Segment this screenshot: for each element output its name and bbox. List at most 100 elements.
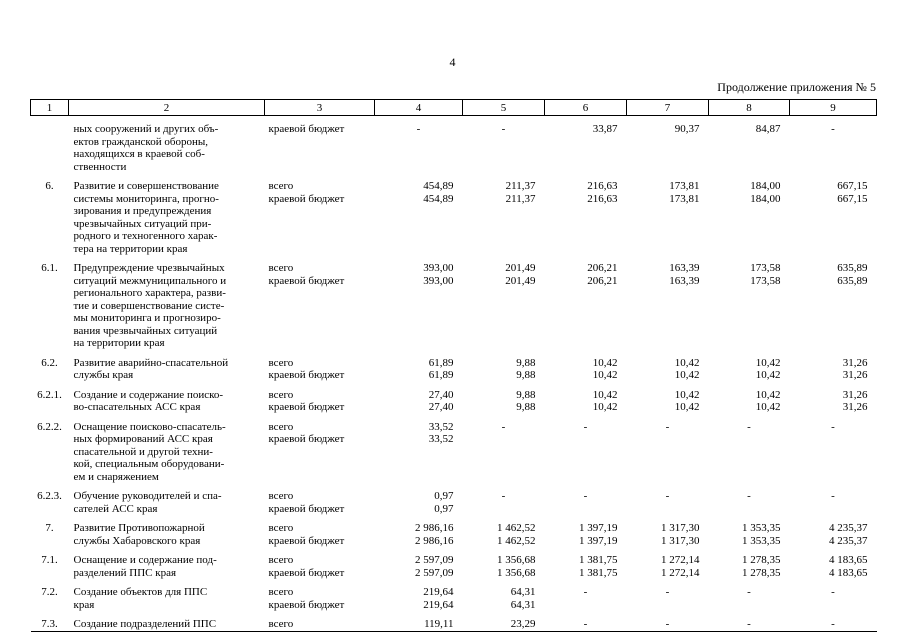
- value-cell: 1 317,30 1 317,30: [627, 515, 709, 547]
- value: 1 462,52: [497, 534, 536, 547]
- value: 163,39: [669, 262, 700, 274]
- value-cell: -: [463, 483, 545, 515]
- funding-source-cell: всего краевой бюджет: [265, 414, 375, 484]
- column-number-cell: 9: [789, 99, 877, 116]
- value: 9,88: [516, 401, 536, 413]
- value: 23,29: [510, 618, 536, 630]
- value-cell: -: [627, 414, 709, 484]
- row-name: Обучение руководителей и спа- сателей АС…: [73, 490, 222, 515]
- value-cell: 2 597,09 2 597,09: [375, 547, 463, 579]
- value-cell: 27,40 27,40: [375, 382, 463, 414]
- value: 216,63: [587, 180, 618, 192]
- funding-source: всего: [268, 388, 294, 401]
- value-cell: 2 986,16 2 986,16: [375, 515, 463, 547]
- value: 2 986,16: [415, 522, 454, 534]
- value-dash: -: [501, 420, 506, 433]
- value-cell: 33,87: [545, 116, 627, 174]
- row-name: Развитие и совершенствование системы мон…: [73, 180, 219, 255]
- value: 173,58: [750, 262, 781, 274]
- page-number: 4: [449, 55, 456, 69]
- value: 1 381,75: [579, 566, 618, 579]
- value: 393,00: [423, 274, 454, 287]
- value-cell: 31,26 31,26: [790, 350, 877, 382]
- value: 184,00: [750, 192, 781, 205]
- value-cell: 10,42 10,42: [709, 382, 790, 414]
- value-cell: -: [545, 611, 627, 631]
- value-cell: 61,89 61,89: [375, 350, 463, 382]
- column-number-cell: 8: [708, 99, 790, 116]
- value: 2 986,16: [415, 534, 454, 547]
- funding-source: всего: [268, 180, 294, 192]
- funding-source: всего: [268, 262, 294, 274]
- value: 0,97: [434, 490, 454, 502]
- value-cell: 393,00 393,00: [375, 255, 463, 350]
- value-cell: 1 397,19 1 397,19: [545, 515, 627, 547]
- value: [545, 599, 627, 612]
- value: 1 272,14: [661, 566, 700, 579]
- value-cell: 1 272,14 1 272,14: [627, 547, 709, 579]
- column-number-cell: 7: [626, 99, 709, 116]
- table-row: 7.3. Создание подразделений ППС всего 119,1…: [31, 611, 877, 631]
- value-cell: 219,64 219,64: [375, 579, 463, 611]
- value: 201,49: [505, 274, 536, 287]
- funding-source: всего: [268, 586, 294, 598]
- funding-source: всего: [268, 420, 294, 433]
- value: 61,89: [428, 356, 454, 369]
- value: 4 235,37: [829, 534, 868, 547]
- value: [545, 503, 627, 516]
- value: [545, 433, 627, 446]
- value: 31,26: [842, 401, 868, 413]
- value-cell: 31,26 31,26: [790, 382, 877, 414]
- value-dash: -: [831, 618, 835, 630]
- value-cell: -: [790, 483, 877, 515]
- value: 393,00: [423, 262, 454, 274]
- row-number: 7.2.: [41, 586, 58, 598]
- value-cell: -: [790, 116, 877, 174]
- value-cell: 163,39 163,39: [627, 255, 709, 350]
- value-cell: -: [375, 116, 463, 174]
- row-name: Создание и содержание поиско- во-спасате…: [73, 388, 224, 414]
- value-cell: 173,58 173,58: [709, 255, 790, 350]
- funding-source: всего: [268, 522, 294, 534]
- row-name: Оснащение поисково-спасатель- ных формир…: [73, 420, 226, 483]
- value-cell: -: [627, 611, 709, 631]
- value: 1 356,68: [497, 554, 536, 566]
- value: 4 183,65: [829, 554, 868, 566]
- value-cell: 454,89 454,89: [375, 173, 463, 255]
- value-cell: -: [709, 579, 790, 611]
- funding-source: всего: [268, 554, 294, 566]
- value-cell: 4 235,37 4 235,37: [790, 515, 877, 547]
- value-cell: 10,42 10,42: [627, 350, 709, 382]
- column-number-cell: 4: [374, 99, 463, 116]
- table-row: 6.1. Предупреждение чрезвычайных ситуаций…: [31, 255, 877, 350]
- continuation-title: Продолжение приложения № 5: [717, 80, 876, 94]
- value-cell: 10,42 10,42: [627, 382, 709, 414]
- value-dash: -: [583, 586, 588, 598]
- value: 219,64: [423, 598, 454, 611]
- value-cell: 33,52 33,52: [375, 414, 463, 484]
- value: 4 183,65: [829, 566, 868, 579]
- value: 211,37: [505, 192, 536, 205]
- value: 31,26: [842, 369, 868, 381]
- funding-source: краевой бюджет: [268, 401, 345, 413]
- value: 163,39: [669, 274, 700, 287]
- value-dash: -: [831, 123, 835, 135]
- value-cell: 10,42 10,42: [545, 350, 627, 382]
- value-cell: 635,89 635,89: [790, 255, 877, 350]
- value: 33,52: [428, 433, 454, 445]
- value: [709, 433, 790, 446]
- value: 1 462,52: [497, 522, 536, 534]
- value: 33,87: [592, 123, 618, 135]
- value-cell: 9,88 9,88: [463, 350, 545, 382]
- value: 201,49: [505, 262, 536, 274]
- value: 10,42: [592, 401, 618, 413]
- value-cell: -: [545, 483, 627, 515]
- row-name: ных сооружений и других объ- ектов гражд…: [73, 123, 219, 173]
- row-number: 7.: [45, 522, 54, 534]
- funding-source: краевой бюджет: [268, 566, 345, 579]
- value-cell: -: [709, 611, 790, 631]
- value-dash: -: [665, 586, 670, 598]
- value-cell: 211,37 211,37: [463, 173, 545, 255]
- value: 10,42: [755, 388, 781, 401]
